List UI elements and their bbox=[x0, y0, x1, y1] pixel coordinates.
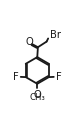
Text: O: O bbox=[33, 90, 41, 100]
Text: O: O bbox=[26, 37, 33, 47]
Text: F: F bbox=[13, 72, 18, 82]
Text: F: F bbox=[56, 72, 62, 82]
Text: Br: Br bbox=[50, 30, 61, 40]
Text: CH₃: CH₃ bbox=[29, 93, 45, 102]
